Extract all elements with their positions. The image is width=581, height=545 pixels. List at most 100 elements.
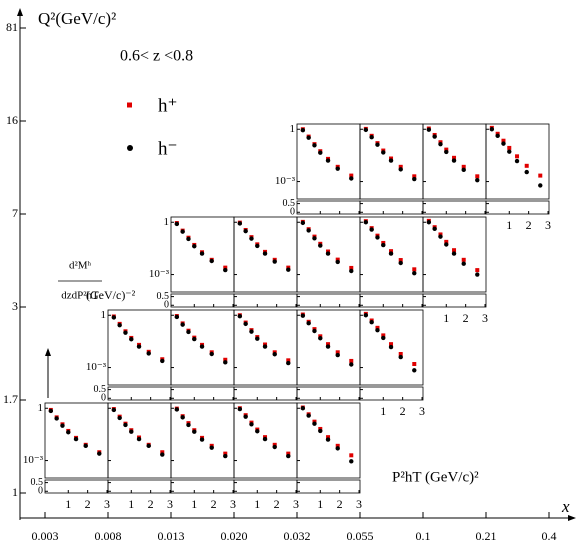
point (389, 342, 394, 347)
point (249, 422, 254, 427)
point (255, 336, 260, 341)
point (300, 313, 306, 318)
point (325, 437, 331, 442)
point (412, 174, 417, 179)
point (209, 258, 214, 264)
legend-label: h⁺ (158, 95, 178, 116)
y-tick-label: 1 (12, 485, 18, 499)
point (412, 270, 417, 276)
point (209, 351, 214, 357)
point (97, 451, 102, 456)
point (192, 336, 197, 342)
point (312, 236, 317, 241)
point (495, 133, 500, 139)
ratio-frame (359, 386, 424, 401)
point (286, 267, 291, 272)
point (349, 453, 354, 458)
point (412, 267, 417, 272)
point (426, 220, 432, 225)
point (444, 149, 449, 155)
point (438, 234, 443, 239)
point (363, 127, 369, 133)
point (325, 158, 331, 163)
ratio-frame (107, 479, 172, 494)
point (174, 221, 180, 227)
panel-x-tick-label: 3 (293, 497, 299, 511)
point (255, 243, 260, 249)
point (369, 319, 374, 325)
panel-x-tick-label: 1 (380, 404, 386, 418)
point (129, 429, 134, 434)
point (54, 416, 59, 421)
panel-x-label: P²hT (GeV/c)² (392, 469, 479, 485)
point (412, 368, 417, 373)
point (349, 362, 354, 367)
point (60, 423, 65, 428)
point (444, 239, 449, 244)
point (375, 327, 380, 333)
point (335, 443, 340, 448)
point (538, 173, 543, 178)
point (369, 134, 374, 140)
ratio-y-tick-label: 0 (101, 393, 106, 404)
point (262, 436, 268, 442)
point (123, 422, 128, 428)
point (432, 226, 437, 232)
point (349, 265, 354, 270)
ratio-frame (44, 479, 109, 494)
ratio-frame (170, 293, 235, 308)
point (174, 407, 180, 412)
y-tick-label: 7 (12, 206, 18, 220)
x-tick-label: 0.013 (158, 529, 185, 543)
panel-x-tick-label: 3 (545, 218, 551, 232)
ratio-frame (296, 293, 361, 308)
panel-frame (422, 216, 487, 293)
point (349, 459, 354, 464)
x-tick-label: 0.008 (95, 529, 122, 543)
x-tick-label: 0.020 (221, 529, 248, 543)
point (237, 406, 243, 412)
point (123, 330, 128, 335)
point (318, 243, 323, 248)
point (312, 328, 317, 334)
point (223, 451, 228, 456)
point (444, 147, 449, 152)
point (223, 453, 228, 459)
point (349, 268, 354, 274)
point (389, 249, 394, 254)
point (180, 415, 185, 420)
point (398, 164, 403, 169)
legend-label: h⁻ (158, 138, 178, 159)
ratio-frame (170, 386, 235, 401)
ratio-frame (233, 293, 298, 308)
point (461, 164, 466, 169)
point (524, 169, 529, 175)
ratio-frame (296, 479, 361, 494)
point (363, 220, 369, 225)
point (412, 176, 417, 182)
point (243, 228, 248, 234)
panel-frame (485, 123, 550, 200)
point (388, 158, 394, 163)
point (180, 322, 185, 327)
legend-marker (127, 145, 133, 151)
point (160, 452, 165, 457)
panel-x-tick-label: 2 (148, 497, 154, 511)
point (306, 320, 311, 326)
point (300, 406, 306, 411)
point (381, 242, 386, 248)
panel-y-tick-label: 10⁻³ (23, 454, 44, 466)
point (174, 314, 180, 320)
point (186, 329, 191, 335)
point (515, 154, 520, 159)
point (335, 352, 340, 358)
point (325, 251, 331, 256)
point (326, 435, 331, 440)
point (398, 258, 403, 263)
ratio-frame (296, 200, 361, 215)
point (475, 272, 480, 277)
ratio-y-tick-label: 0.5 (31, 477, 44, 488)
point (146, 351, 151, 356)
x-tick-label: 0.032 (284, 529, 311, 543)
